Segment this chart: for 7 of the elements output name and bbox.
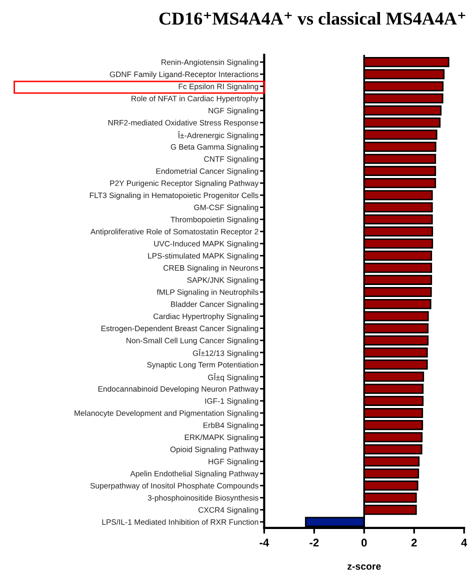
x-axis-title: z-score [348, 564, 381, 570]
x-tick-label: 0 [361, 538, 367, 547]
x-tick-label: -4 [260, 538, 270, 546]
x-tick-label: 2 [411, 538, 417, 546]
x-tick-label: -2 [310, 538, 319, 546]
chart-title: CD16⁺MS4A4A⁺ vs classical MS4A4A⁺ [159, 12, 466, 25]
x-tick-label: 4 [461, 538, 468, 546]
